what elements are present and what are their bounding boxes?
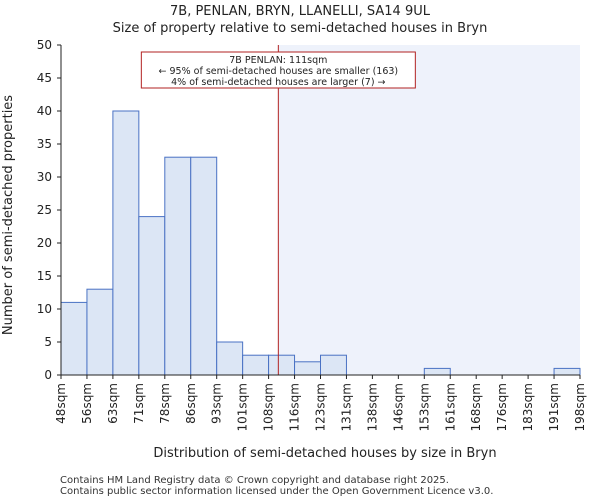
x-tick-label: 93sqm xyxy=(210,383,224,424)
bar xyxy=(86,288,114,376)
annotation-line: 4% of semi-detached houses are larger (7… xyxy=(171,77,385,88)
x-tick-label: 108sqm xyxy=(262,383,276,431)
y-tick-label: 40 xyxy=(37,104,52,118)
bar xyxy=(320,354,347,376)
y-tick-label: 50 xyxy=(37,38,52,52)
x-tick-label: 131sqm xyxy=(339,383,353,431)
bar xyxy=(216,341,244,376)
x-tick-label: 86sqm xyxy=(184,383,198,424)
x-tick-label: 191sqm xyxy=(547,383,561,431)
y-axis-label: Number of semi-detached properties xyxy=(1,95,16,335)
x-axis-label: Distribution of semi-detached houses by … xyxy=(153,446,496,461)
bar xyxy=(294,361,321,376)
annotation-line: 7B PENLAN: 111sqm xyxy=(229,55,327,66)
chart-title: 7B, PENLAN, BRYN, LLANELLI, SA14 9UL xyxy=(170,4,431,19)
annotation-box xyxy=(140,51,416,89)
x-tick-label: 153sqm xyxy=(417,383,431,431)
x-tick-label: 48sqm xyxy=(54,383,68,424)
x-tick-label: 123sqm xyxy=(314,383,328,431)
bar xyxy=(268,354,296,376)
x-tick-label: 71sqm xyxy=(132,383,146,424)
y-tick-label: 0 xyxy=(44,368,52,382)
y-tick-label: 25 xyxy=(37,203,52,217)
bar xyxy=(423,367,451,376)
y-tick-label: 35 xyxy=(37,137,52,151)
y-tick-label: 5 xyxy=(44,335,52,349)
y-tick-label: 20 xyxy=(37,236,52,250)
x-tick-label: 78sqm xyxy=(158,383,172,424)
x-tick-label: 198sqm xyxy=(573,383,587,431)
bar xyxy=(190,156,218,376)
x-tick-label: 161sqm xyxy=(443,383,457,431)
bar xyxy=(138,216,166,376)
x-tick-label: 183sqm xyxy=(521,383,535,431)
bar xyxy=(60,301,88,376)
x-tick-label: 168sqm xyxy=(469,383,483,431)
y-tick-label: 45 xyxy=(37,71,52,85)
y-tick-label: 15 xyxy=(37,269,52,283)
bar xyxy=(553,367,581,376)
footer-line-2: Contains public sector information licen… xyxy=(60,486,493,497)
x-tick-label: 56sqm xyxy=(80,383,94,424)
x-tick-label: 63sqm xyxy=(106,383,120,424)
x-tick-label: 116sqm xyxy=(288,383,302,431)
chart-subtitle: Size of property relative to semi-detach… xyxy=(113,21,488,36)
highlight-region xyxy=(278,45,580,375)
x-tick-label: 138sqm xyxy=(365,383,379,431)
plot-area: 0 5 10 15 20 25 30 35 40 45 50 48sqm 56sqm 63sqm 71sqm… xyxy=(37,38,587,431)
y-tick-label: 30 xyxy=(37,170,52,184)
bar xyxy=(164,156,192,376)
x-tick-label: 101sqm xyxy=(236,383,250,431)
y-tick-label: 10 xyxy=(37,302,52,316)
x-tick-label: 146sqm xyxy=(391,383,405,431)
x-tick-label: 176sqm xyxy=(495,383,509,431)
footer-line-1: Contains HM Land Registry data © Crown c… xyxy=(60,475,449,486)
bar xyxy=(242,354,270,376)
bar xyxy=(112,110,140,376)
annotation-line: ← 95% of semi-detached houses are smalle… xyxy=(159,66,399,77)
